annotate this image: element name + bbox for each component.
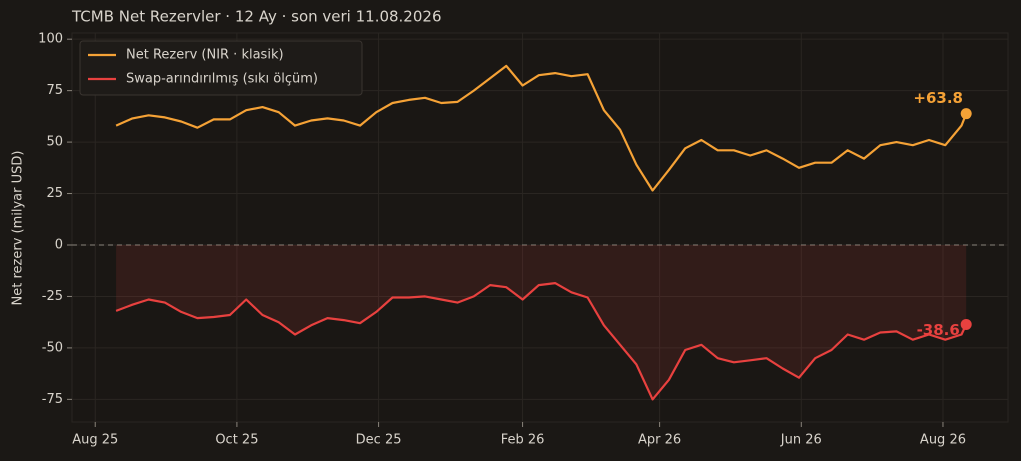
legend-box — [79, 40, 363, 96]
value-label: -38.6 — [917, 321, 960, 339]
legend-label: Swap-arındırılmış (sıkı ölçüm) — [126, 72, 318, 87]
legend: Net Rezerv (NIR · klasik) Swap-arındırılm… — [79, 40, 363, 96]
x-tick-label: Dec 25 — [356, 433, 402, 448]
y-tick-label: -25 — [42, 289, 63, 304]
x-tick-label: Aug 25 — [72, 433, 118, 448]
y-tick-label: 0 — [55, 237, 63, 252]
line — [115, 64, 968, 192]
y-tick-label: 25 — [46, 186, 63, 201]
y-tick-label: 50 — [46, 135, 63, 150]
y-tick-label: -50 — [42, 340, 63, 355]
area — [116, 244, 967, 400]
x-tick-label: Aug 26 — [920, 433, 966, 448]
y-tick-label: -75 — [42, 392, 63, 407]
y-tick-label: 100 — [38, 32, 63, 47]
x-tick-label: Jun 26 — [780, 433, 822, 448]
chart-title: TCMB Net Rezervler · 12 Ay · son veri 11… — [71, 8, 442, 26]
end-dot — [960, 318, 972, 330]
plot-area — [71, 32, 1009, 423]
x-tick-label: Feb 26 — [501, 433, 545, 448]
legend-label: Net Rezerv (NIR · klasik) — [126, 48, 284, 63]
end-dot — [960, 108, 972, 120]
y-tick-label: 75 — [46, 83, 63, 98]
value-label: +63.8 — [913, 89, 963, 107]
x-tick-label: Apr 26 — [638, 433, 681, 448]
y-axis-label: Net rezerv (milyar USD) — [11, 151, 26, 306]
line — [115, 282, 968, 401]
x-tick-label: Oct 25 — [215, 433, 258, 448]
